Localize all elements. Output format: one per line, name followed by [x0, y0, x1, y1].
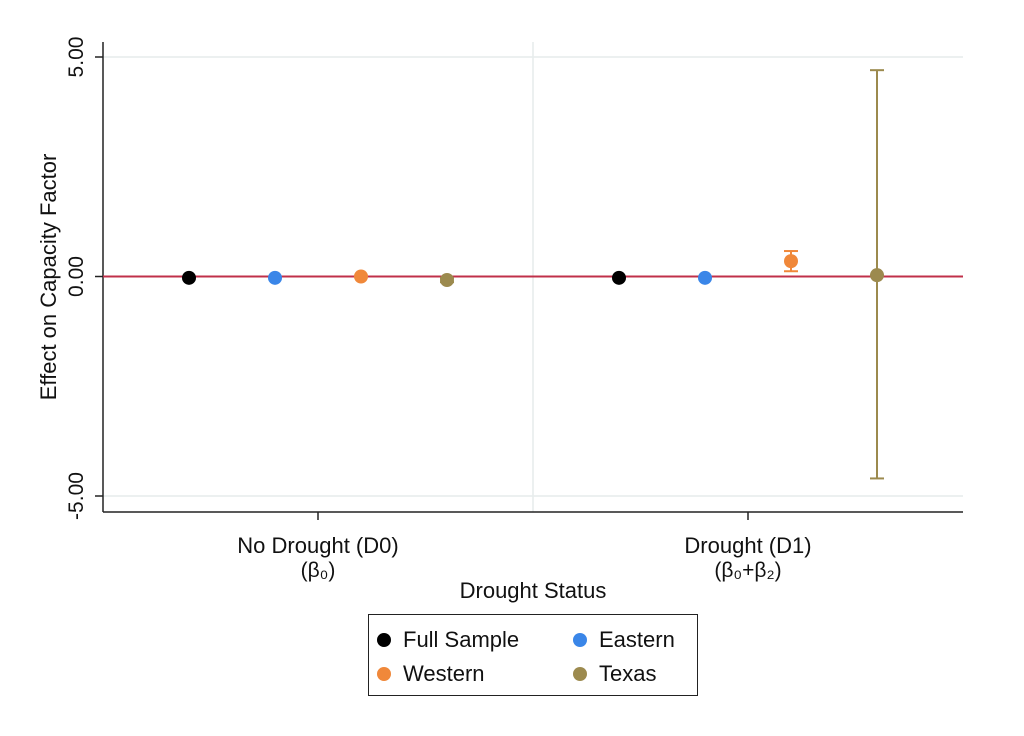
legend-item-full-sample: Full Sample — [377, 627, 519, 653]
y-tick-label: 5.00 — [65, 37, 88, 78]
point-full-sample — [182, 270, 196, 285]
x-tick-sublabel: (β₀+β₂) — [714, 559, 781, 582]
y-tick-label: 0.00 — [65, 256, 88, 297]
point-texas — [870, 268, 884, 283]
x-tick-label: Drought (D1) — [684, 533, 811, 558]
x-tick-label: No Drought (D0) — [237, 533, 398, 558]
point-full-sample — [612, 270, 626, 285]
legend-swatch-full-sample — [377, 633, 391, 647]
data-points — [103, 69, 963, 480]
legend-label: Eastern — [599, 627, 675, 652]
legend-label: Western — [403, 661, 485, 686]
legend-swatch-texas — [573, 667, 587, 681]
x-axis-label: Drought Status — [460, 578, 607, 603]
legend-item-texas: Texas — [573, 661, 656, 687]
legend-label: Full Sample — [403, 627, 520, 652]
x-tick-sublabel: (β₀) — [301, 559, 336, 582]
point-eastern — [268, 270, 282, 285]
legend-label: Texas — [599, 661, 657, 686]
legend-item-western: Western — [377, 661, 485, 687]
axes: 5.00 0.00 -5.00 No Drought (D0)(β₀) Drought … — [65, 37, 963, 582]
legend-item-eastern: Eastern — [573, 627, 675, 653]
legend-swatch-eastern — [573, 633, 587, 647]
point-eastern — [698, 270, 712, 285]
y-tick-label: -5.00 — [65, 472, 88, 520]
point-western — [784, 254, 798, 269]
point-western — [354, 269, 368, 284]
legend-swatch-western — [377, 667, 391, 681]
legend: Full Sample Eastern Western Texas — [368, 614, 698, 696]
point-texas — [440, 273, 454, 288]
y-axis-label: Effect on Capacity Factor — [36, 154, 61, 401]
